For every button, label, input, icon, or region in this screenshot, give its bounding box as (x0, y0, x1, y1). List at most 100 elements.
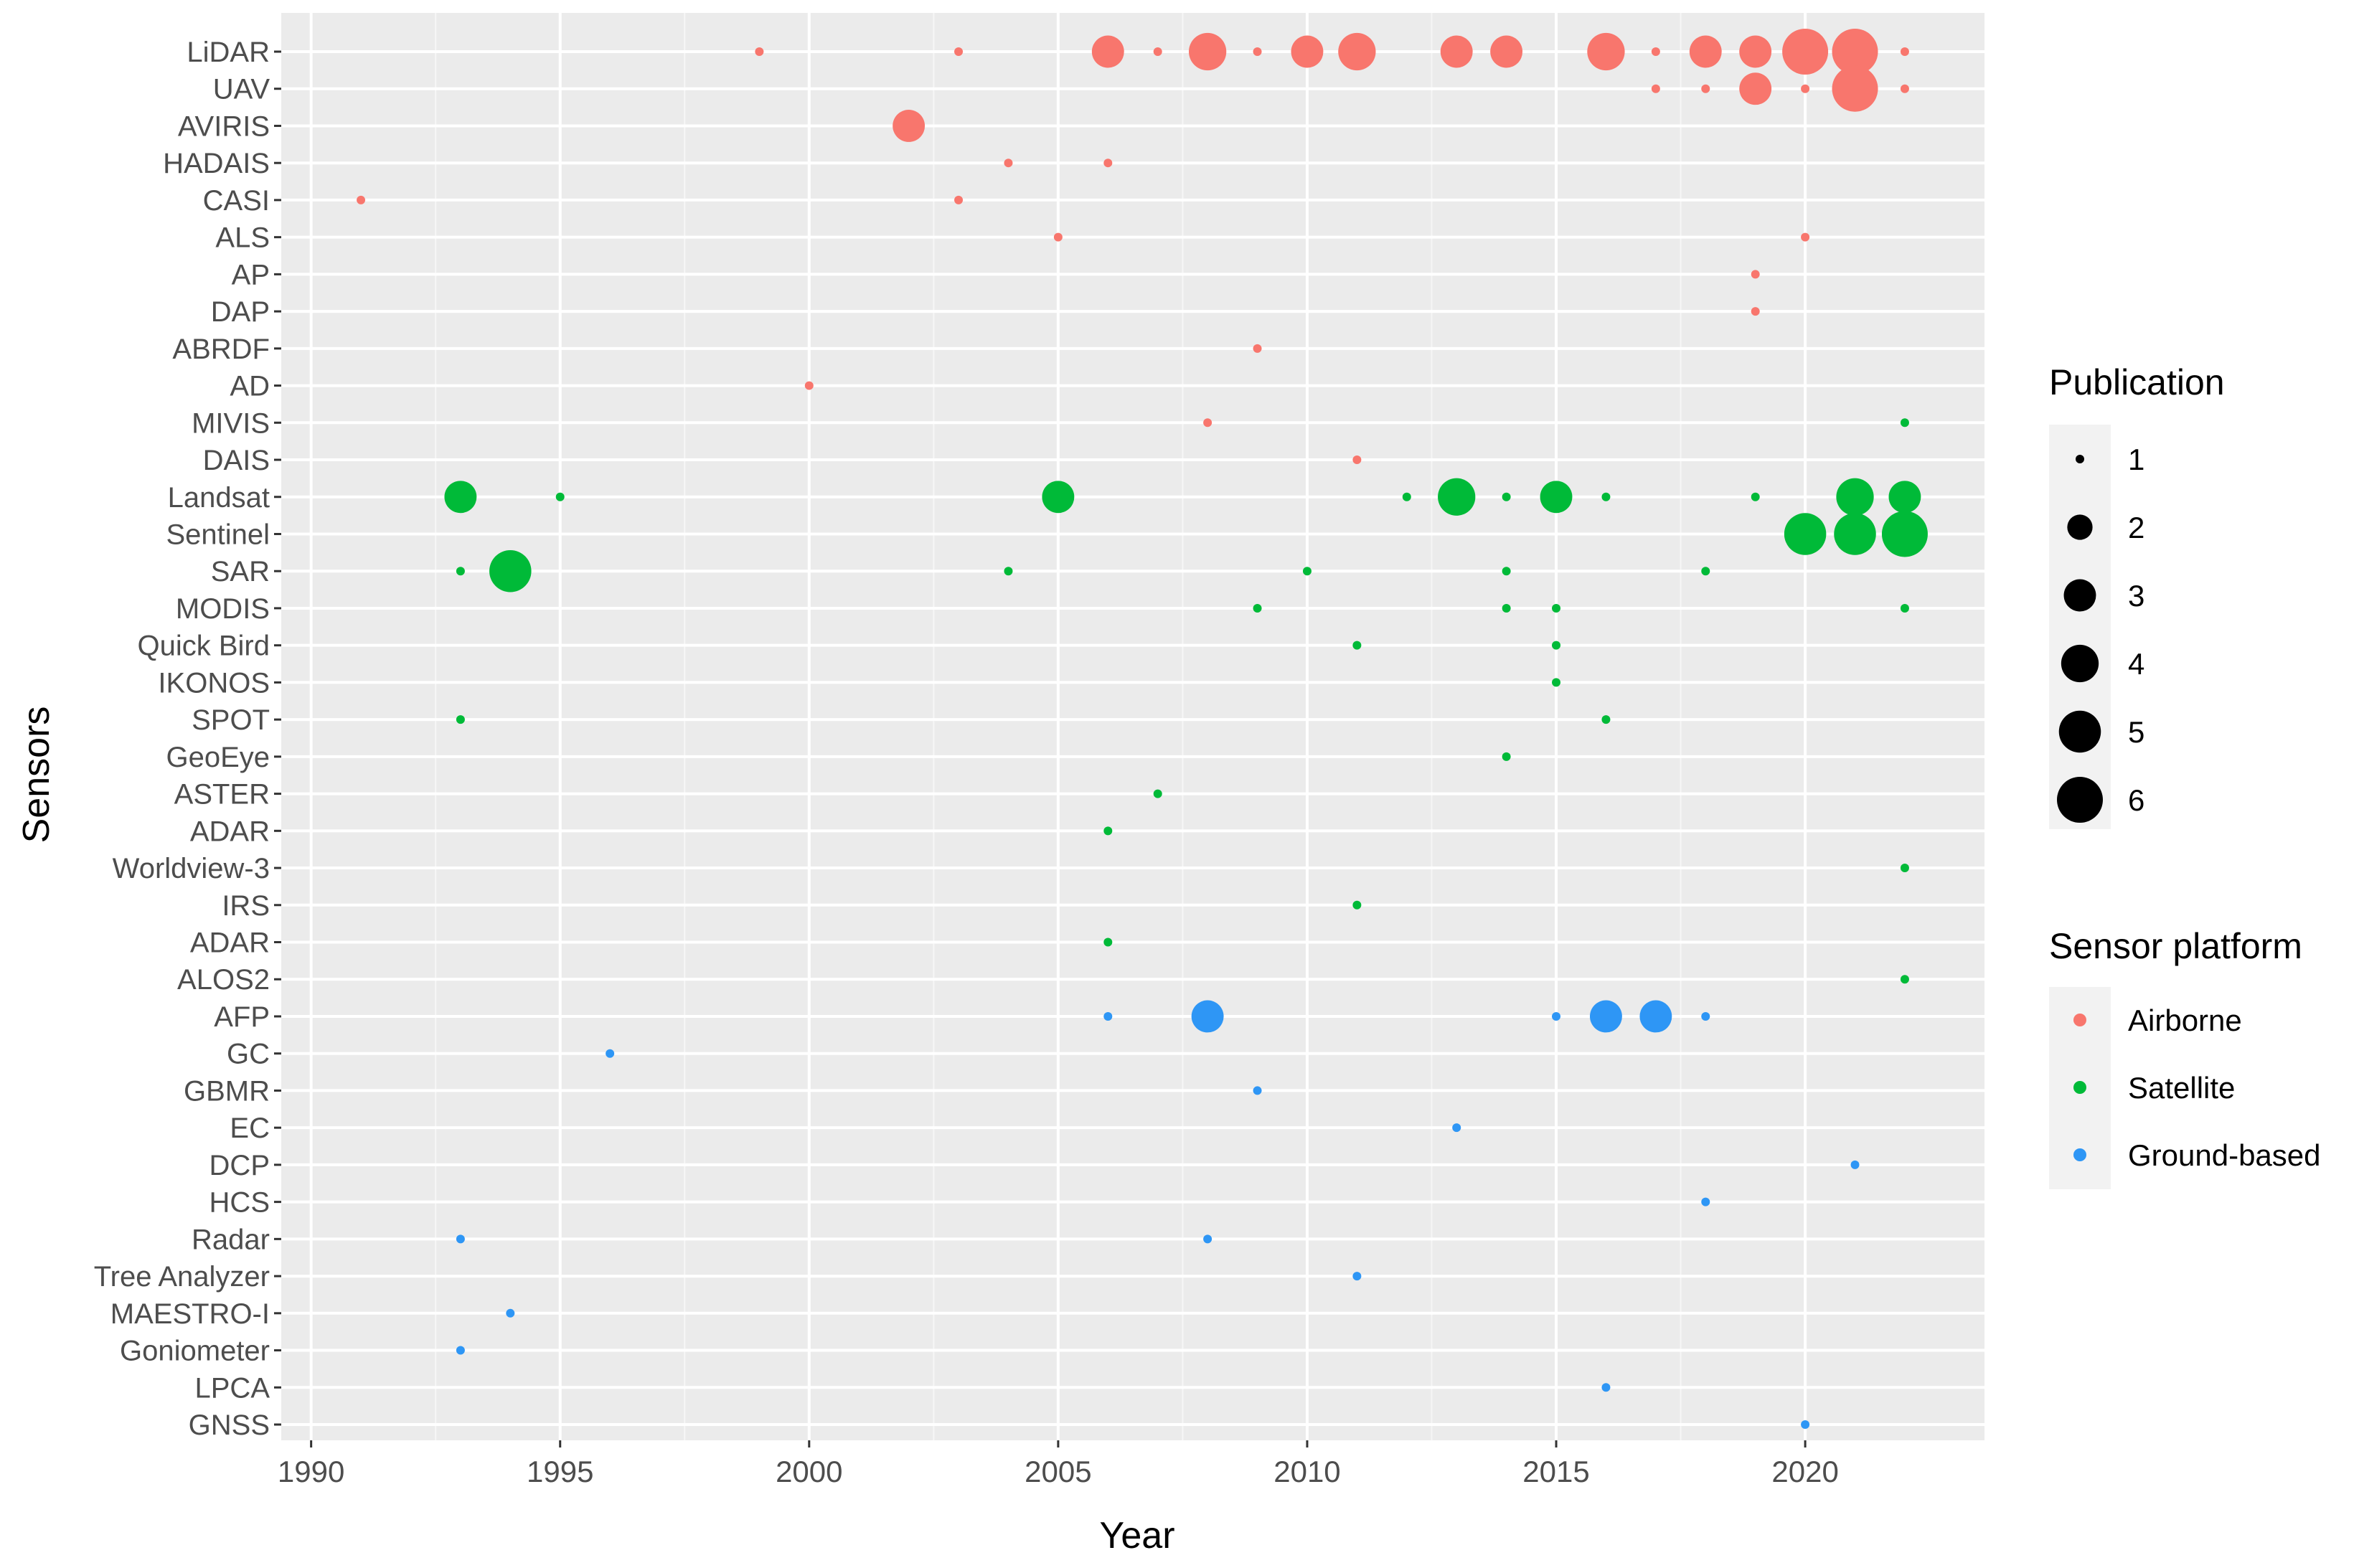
data-point (1701, 84, 1710, 93)
data-point (1701, 567, 1710, 576)
data-point (1004, 567, 1013, 576)
color-legend-label: Airborne (2128, 1003, 2242, 1037)
y-tick-label: AVIRIS (178, 110, 270, 142)
data-point (506, 1308, 515, 1318)
data-point (1836, 478, 1874, 516)
plot-panel (281, 13, 1984, 1440)
y-tick-label: DAP (211, 296, 270, 328)
data-point (1502, 492, 1511, 501)
size-legend: Publication 1 2 3 4 5 6 (2049, 362, 2225, 829)
data-point (1042, 481, 1075, 514)
data-point (1900, 603, 1909, 613)
data-point (1253, 344, 1262, 353)
y-tick-label: ADAR (190, 816, 270, 847)
data-point (1784, 513, 1827, 555)
y-tick-label: LiDAR (187, 37, 270, 68)
y-axis: LiDAR UAV AVIRIS HADAIS CASI ALS AP DAP ABRDF AD M… (94, 37, 281, 1441)
y-tick-label: SPOT (192, 704, 270, 736)
data-point (1900, 864, 1909, 873)
size-legend-title: Publication (2049, 362, 2225, 402)
y-tick-label: DCP (209, 1150, 270, 1181)
data-point (1352, 641, 1362, 650)
data-point (1832, 29, 1878, 75)
size-legend-label: 2 (2128, 511, 2144, 544)
size-legend-key (2061, 644, 2099, 683)
size-legend-label: 1 (2128, 443, 2144, 476)
y-tick-label: Tree Analyzer (94, 1261, 270, 1293)
data-point (1834, 513, 1876, 555)
data-point (606, 1049, 615, 1058)
data-point (1203, 1234, 1213, 1244)
data-point (1651, 47, 1660, 56)
data-point (1701, 1011, 1710, 1021)
data-point (1888, 481, 1921, 514)
data-point (1004, 159, 1013, 168)
data-point (1253, 47, 1262, 56)
data-point (1402, 492, 1411, 501)
data-point (1552, 1011, 1561, 1021)
color-legend-key (2073, 1148, 2086, 1161)
data-point (1900, 975, 1909, 984)
size-legend-key-background (2049, 425, 2111, 829)
y-tick-label: ABRDF (172, 334, 270, 365)
color-legend-items: Airborne Satellite Ground-based (2073, 1003, 2321, 1172)
data-point (1053, 232, 1063, 242)
data-point (1540, 481, 1573, 514)
x-axis-title: Year (1099, 1515, 1174, 1557)
data-point (954, 195, 964, 204)
data-point (1091, 35, 1124, 68)
x-axis: 1990 1995 2000 2005 2010 2015 2020 (278, 1440, 1839, 1488)
data-point (1502, 752, 1511, 761)
data-point (456, 1234, 465, 1244)
data-point (1601, 1383, 1611, 1392)
x-tick-label: 1995 (527, 1455, 593, 1488)
data-point (1153, 789, 1162, 798)
y-tick-label: MODIS (176, 593, 270, 625)
data-point (1587, 32, 1625, 71)
y-tick-label: Worldview-3 (113, 853, 270, 884)
x-tick-label: 2020 (1771, 1455, 1838, 1488)
data-point (1590, 1000, 1622, 1033)
y-tick-label: ADAR (190, 927, 270, 959)
data-point (1601, 492, 1611, 501)
data-point (1881, 511, 1928, 557)
y-tick-label: SAR (211, 556, 270, 587)
data-point (1601, 715, 1611, 724)
color-legend-label: Ground-based (2128, 1138, 2321, 1172)
x-tick-label: 2015 (1522, 1455, 1589, 1488)
y-tick-label: DAIS (203, 445, 270, 476)
data-point (1302, 567, 1312, 576)
size-legend-key (2057, 777, 2103, 823)
data-point (1739, 35, 1772, 68)
data-point (1900, 418, 1909, 428)
data-point (954, 47, 964, 56)
y-tick-label: GNSS (189, 1409, 270, 1441)
data-point (893, 110, 926, 142)
y-tick-label: GC (227, 1039, 270, 1070)
data-point (1291, 35, 1324, 68)
size-legend-label: 3 (2128, 579, 2144, 613)
data-point (1253, 1086, 1262, 1095)
data-point (1900, 47, 1909, 56)
data-point (1452, 1123, 1461, 1133)
x-tick-label: 1990 (278, 1455, 344, 1488)
color-legend: Sensor platform Airborne Satellite Ground-… (2049, 926, 2321, 1189)
data-point (1188, 32, 1227, 71)
y-tick-label: GBMR (184, 1075, 270, 1107)
x-tick-label: 2010 (1273, 1455, 1340, 1488)
data-point (755, 47, 764, 56)
data-point (1103, 159, 1113, 168)
y-tick-label: CASI (203, 185, 270, 217)
data-point (1502, 603, 1511, 613)
y-axis-title: Sensors (16, 707, 57, 844)
y-tick-label: EC (230, 1113, 270, 1144)
y-tick-label: ALOS2 (177, 964, 270, 996)
data-point (1900, 84, 1909, 93)
data-point (804, 381, 814, 390)
data-point (1552, 641, 1561, 650)
data-point (456, 715, 465, 724)
data-point (1801, 84, 1810, 93)
y-tick-label: Goniometer (120, 1336, 270, 1367)
data-point (1850, 1160, 1860, 1169)
